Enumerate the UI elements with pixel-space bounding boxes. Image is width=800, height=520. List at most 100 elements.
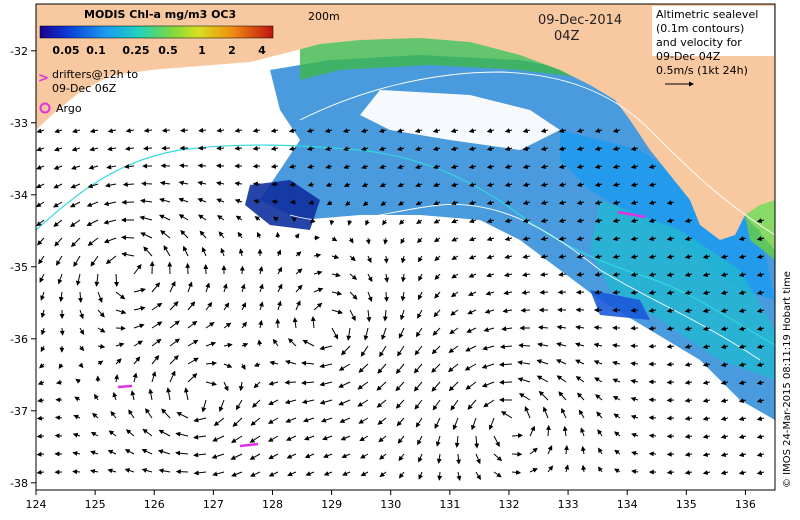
- velocity-arrow: [338, 363, 351, 371]
- velocity-arrow: [359, 435, 369, 442]
- velocity-arrow: [720, 398, 729, 403]
- drifter-marker-icon: >: [38, 71, 49, 86]
- x-tick-label: 131: [439, 498, 460, 511]
- velocity-arrow: [295, 300, 301, 311]
- velocity-arrow: [97, 291, 103, 303]
- velocity-arrow: [306, 128, 315, 133]
- velocity-arrow: [72, 469, 81, 475]
- velocity-arrow: [529, 447, 538, 455]
- velocity-arrow: [105, 255, 117, 265]
- velocity-arrow: [720, 272, 729, 278]
- velocity-arrow: [36, 183, 45, 189]
- velocity-arrow: [434, 273, 441, 280]
- velocity-arrow: [540, 164, 549, 170]
- velocity-arrow: [71, 165, 81, 170]
- velocity-arrow: [464, 363, 477, 371]
- velocity-arrow: [86, 201, 99, 207]
- velocity-arrow: [563, 444, 569, 455]
- velocity-arrow: [87, 237, 99, 246]
- velocity-arrow: [417, 435, 423, 446]
- velocity-arrow: [456, 471, 462, 481]
- drifter-track: [617, 210, 646, 219]
- velocity-arrow: [415, 182, 423, 188]
- velocity-arrow: [326, 200, 333, 206]
- velocity-arrow: [465, 345, 477, 352]
- date-label: 09-Dec-2014: [538, 13, 622, 28]
- velocity-arrow: [205, 301, 213, 311]
- velocity-arrow: [307, 164, 315, 169]
- velocity-arrow: [666, 451, 675, 457]
- velocity-arrow: [258, 283, 264, 293]
- velocity-arrow: [358, 417, 369, 424]
- velocity-arrow: [612, 289, 621, 295]
- velocity-arrow: [218, 231, 225, 239]
- velocity-arrow: [558, 146, 567, 152]
- velocity-arrow: [313, 270, 323, 276]
- velocity-arrow: [159, 214, 171, 221]
- velocity-arrow: [379, 164, 387, 170]
- velocity-arrow: [133, 306, 146, 311]
- velocity-arrow: [319, 345, 333, 351]
- velocity-arrow: [340, 435, 351, 441]
- x-tick-label: 129: [321, 498, 342, 511]
- velocity-arrow: [240, 283, 246, 293]
- velocity-arrow: [396, 146, 405, 152]
- velocity-arrow: [467, 399, 477, 410]
- velocity-arrow: [239, 265, 245, 275]
- velocity-arrow: [360, 345, 369, 357]
- velocity-arrow: [630, 236, 639, 242]
- velocity-arrow: [594, 182, 603, 188]
- velocity-arrow: [756, 326, 765, 332]
- velocity-arrow: [285, 359, 297, 365]
- velocity-arrow: [237, 231, 243, 239]
- velocity-arrow: [521, 289, 531, 295]
- velocity-arrow: [702, 362, 711, 367]
- velocity-arrow: [347, 219, 353, 226]
- velocity-arrow: [481, 381, 495, 388]
- velocity-arrow: [432, 399, 441, 411]
- velocity-arrow: [450, 399, 459, 411]
- velocity-arrow: [294, 233, 300, 239]
- velocity-arrow: [738, 236, 747, 242]
- velocity-arrow: [738, 326, 747, 332]
- velocity-arrow: [450, 164, 459, 170]
- velocity-arrow: [79, 309, 84, 320]
- velocity-arrow: [576, 146, 585, 152]
- velocity-arrow: [360, 128, 369, 134]
- velocity-arrow: [666, 469, 675, 475]
- velocity-arrow: [431, 345, 441, 355]
- velocity-arrow: [738, 344, 747, 350]
- velocity-arrow: [738, 272, 747, 278]
- velocity-arrow: [197, 198, 207, 203]
- velocity-arrow: [576, 128, 585, 134]
- altimetry-note-line2: (0.1m contours): [656, 22, 744, 35]
- velocity-arrow: [270, 128, 279, 133]
- velocity-arrow: [648, 164, 657, 170]
- velocity-arrow: [468, 182, 477, 188]
- velocity-arrow: [272, 338, 279, 347]
- velocity-arrow: [304, 453, 315, 459]
- velocity-arrow: [400, 255, 406, 264]
- velocity-arrow: [58, 291, 64, 303]
- velocity-arrow: [213, 417, 225, 427]
- velocity-arrow: [40, 291, 45, 301]
- velocity-arrow: [37, 397, 45, 403]
- velocity-arrow: [175, 431, 189, 437]
- velocity-arrow: [756, 398, 765, 404]
- velocity-arrow: [485, 290, 495, 296]
- velocity-arrow: [450, 309, 459, 316]
- velocity-arrow: [148, 388, 154, 401]
- velocity-arrow: [253, 362, 261, 367]
- velocity-arrow: [598, 447, 603, 455]
- velocity-arrow: [201, 399, 207, 413]
- velocity-arrow: [193, 452, 207, 458]
- velocity-arrow: [702, 254, 711, 260]
- velocity-arrow: [702, 290, 711, 296]
- x-tick-label: 132: [498, 498, 519, 511]
- velocity-arrow: [268, 380, 279, 386]
- velocity-arrow: [107, 449, 117, 455]
- velocity-arrow: [302, 340, 315, 347]
- velocity-arrow: [450, 146, 459, 152]
- velocity-arrow: [648, 200, 657, 206]
- velocity-arrow: [341, 453, 351, 459]
